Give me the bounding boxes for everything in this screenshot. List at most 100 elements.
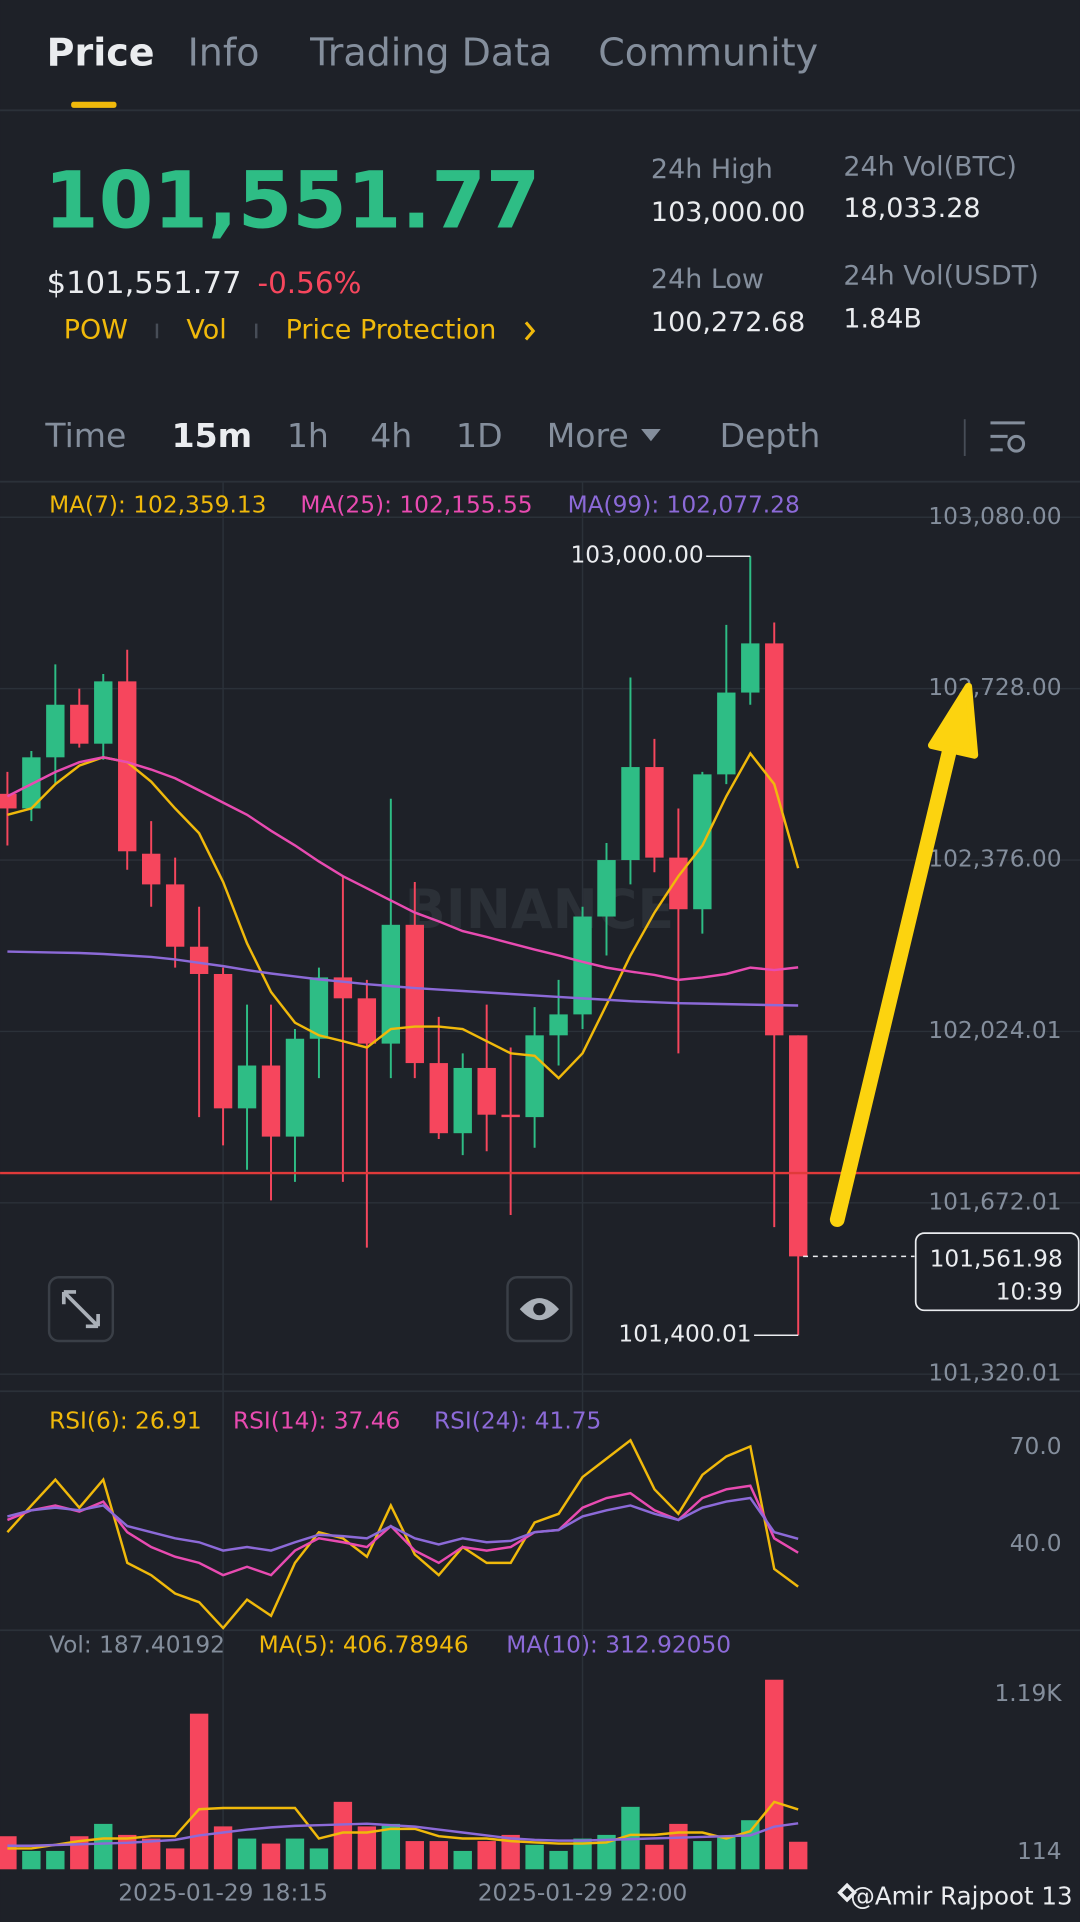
candle-body xyxy=(525,1035,544,1118)
interval[interactable]: 4h xyxy=(370,416,412,455)
legend-entry: MA(5): 406.78946 xyxy=(259,1632,469,1659)
volume-bar xyxy=(333,1801,353,1870)
credit: @Amir Rajpoot 13 xyxy=(850,1881,1072,1910)
x-tick-label: 2025-01-29 22:00 xyxy=(478,1879,688,1906)
ma-line xyxy=(6,756,799,982)
ma-line xyxy=(7,950,799,1007)
volume-bar xyxy=(741,1820,760,1870)
y-tick-label: 102,024.01 xyxy=(928,1017,1061,1044)
candle-body xyxy=(0,793,17,809)
volume-bar xyxy=(381,1823,401,1870)
y-tick-label: 70.0 xyxy=(1010,1433,1062,1460)
last-price-label: 101,561.98 xyxy=(930,1246,1063,1273)
candle-body xyxy=(118,681,137,852)
legend-entry: MA(25): 102,155.55 xyxy=(300,492,532,519)
x-tick-label: 2025-01-29 18:15 xyxy=(118,1879,328,1906)
volume-bar xyxy=(525,1844,544,1870)
eye-button[interactable] xyxy=(506,1276,573,1343)
chevron[interactable] xyxy=(524,321,536,341)
candle-body xyxy=(237,1065,257,1109)
arrow-head xyxy=(927,682,979,759)
volume-bar xyxy=(165,1848,185,1870)
stat-value: 100,272.68 xyxy=(651,307,805,338)
candle-body xyxy=(381,924,401,1044)
volume-bar xyxy=(765,1679,784,1870)
volume-bar xyxy=(22,1850,41,1870)
stat-value: 18,033.28 xyxy=(843,193,980,224)
candle-body xyxy=(453,1067,472,1134)
interval[interactable]: Time xyxy=(44,416,126,455)
volume-bar xyxy=(261,1843,281,1870)
candle-body xyxy=(741,643,760,693)
tab[interactable]: Community xyxy=(598,31,818,75)
annotation: 101,400.01 xyxy=(618,1321,751,1348)
candle-body xyxy=(309,977,329,1039)
candle-body xyxy=(46,704,65,758)
tag[interactable]: POW xyxy=(64,314,128,345)
volume-bar xyxy=(118,1834,137,1870)
candle-body xyxy=(597,860,616,917)
stat-label: 24h High xyxy=(651,154,773,185)
legend-entry: MA(99): 102,077.28 xyxy=(568,492,800,519)
volume-bar xyxy=(693,1841,712,1870)
interval[interactable]: 1D xyxy=(456,416,503,455)
tab-indicator xyxy=(71,101,117,108)
volume-bar xyxy=(309,1848,329,1870)
volume-bar xyxy=(237,1838,257,1870)
candle-body xyxy=(70,704,89,744)
y-tick-label: 101,672.01 xyxy=(928,1188,1061,1215)
legend-entry: MA(7): 102,359.13 xyxy=(49,492,266,519)
volume-bar xyxy=(549,1850,568,1870)
interval[interactable]: Depth xyxy=(720,416,821,455)
interval[interactable]: 1h xyxy=(287,416,329,455)
interval[interactable]: More xyxy=(547,416,629,455)
volume-bar xyxy=(453,1850,472,1870)
volume-bar xyxy=(94,1823,113,1870)
candle-body xyxy=(789,1035,808,1257)
rsi-line xyxy=(6,1438,799,1630)
settings-icon[interactable] xyxy=(990,421,1026,453)
volume-bar xyxy=(645,1844,664,1870)
y-tick-label: 40.0 xyxy=(1010,1530,1062,1557)
candle-body xyxy=(165,884,185,947)
volume-bar xyxy=(501,1834,520,1870)
price-change: -0.56% xyxy=(257,266,361,300)
volume-bar xyxy=(573,1838,592,1870)
legend-entry: RSI(24): 41.75 xyxy=(434,1407,601,1434)
volume-bar xyxy=(141,1838,161,1870)
last-price: 101,551.77 xyxy=(44,155,540,246)
volume-bar xyxy=(189,1713,209,1870)
tab[interactable]: Trading Data xyxy=(309,31,552,75)
candle-body xyxy=(141,853,161,885)
stat-label: 24h Vol(USDT) xyxy=(843,261,1038,292)
candle-body xyxy=(669,857,688,910)
interval[interactable]: 15m xyxy=(172,416,252,455)
volume-bar xyxy=(0,1836,17,1870)
tab[interactable]: Price xyxy=(47,31,155,75)
plot: 103,080.00 102,728.00 102,376.00 102,024.01… xyxy=(0,481,1080,1906)
y-tick-label: 1.19K xyxy=(995,1680,1063,1707)
tag[interactable]: Vol xyxy=(186,314,226,345)
ma-line xyxy=(7,751,800,1080)
usd-price: $101,551.77 xyxy=(47,266,242,301)
candle-body xyxy=(693,774,712,910)
tab[interactable]: Info xyxy=(188,31,260,75)
dropdown-arrow[interactable] xyxy=(641,429,661,442)
candle-body xyxy=(285,1038,305,1137)
candle-body xyxy=(357,998,377,1044)
stat-value: 1.84B xyxy=(843,303,922,334)
credit-logo xyxy=(837,1882,857,1903)
candle-body xyxy=(429,1063,448,1134)
volume-ma-line xyxy=(7,1822,799,1847)
candle-body xyxy=(189,946,209,974)
candle-body xyxy=(94,681,113,744)
volume-bar xyxy=(429,1841,448,1870)
y-tick-label: 102,728.00 xyxy=(928,674,1061,701)
volume-bar xyxy=(477,1841,496,1870)
legend-entry: RSI(6): 26.91 xyxy=(49,1407,202,1434)
tag[interactable]: Price Protection xyxy=(286,314,497,345)
candle-body xyxy=(717,692,736,775)
candle-body xyxy=(261,1065,281,1137)
expand-button[interactable] xyxy=(47,1276,115,1343)
